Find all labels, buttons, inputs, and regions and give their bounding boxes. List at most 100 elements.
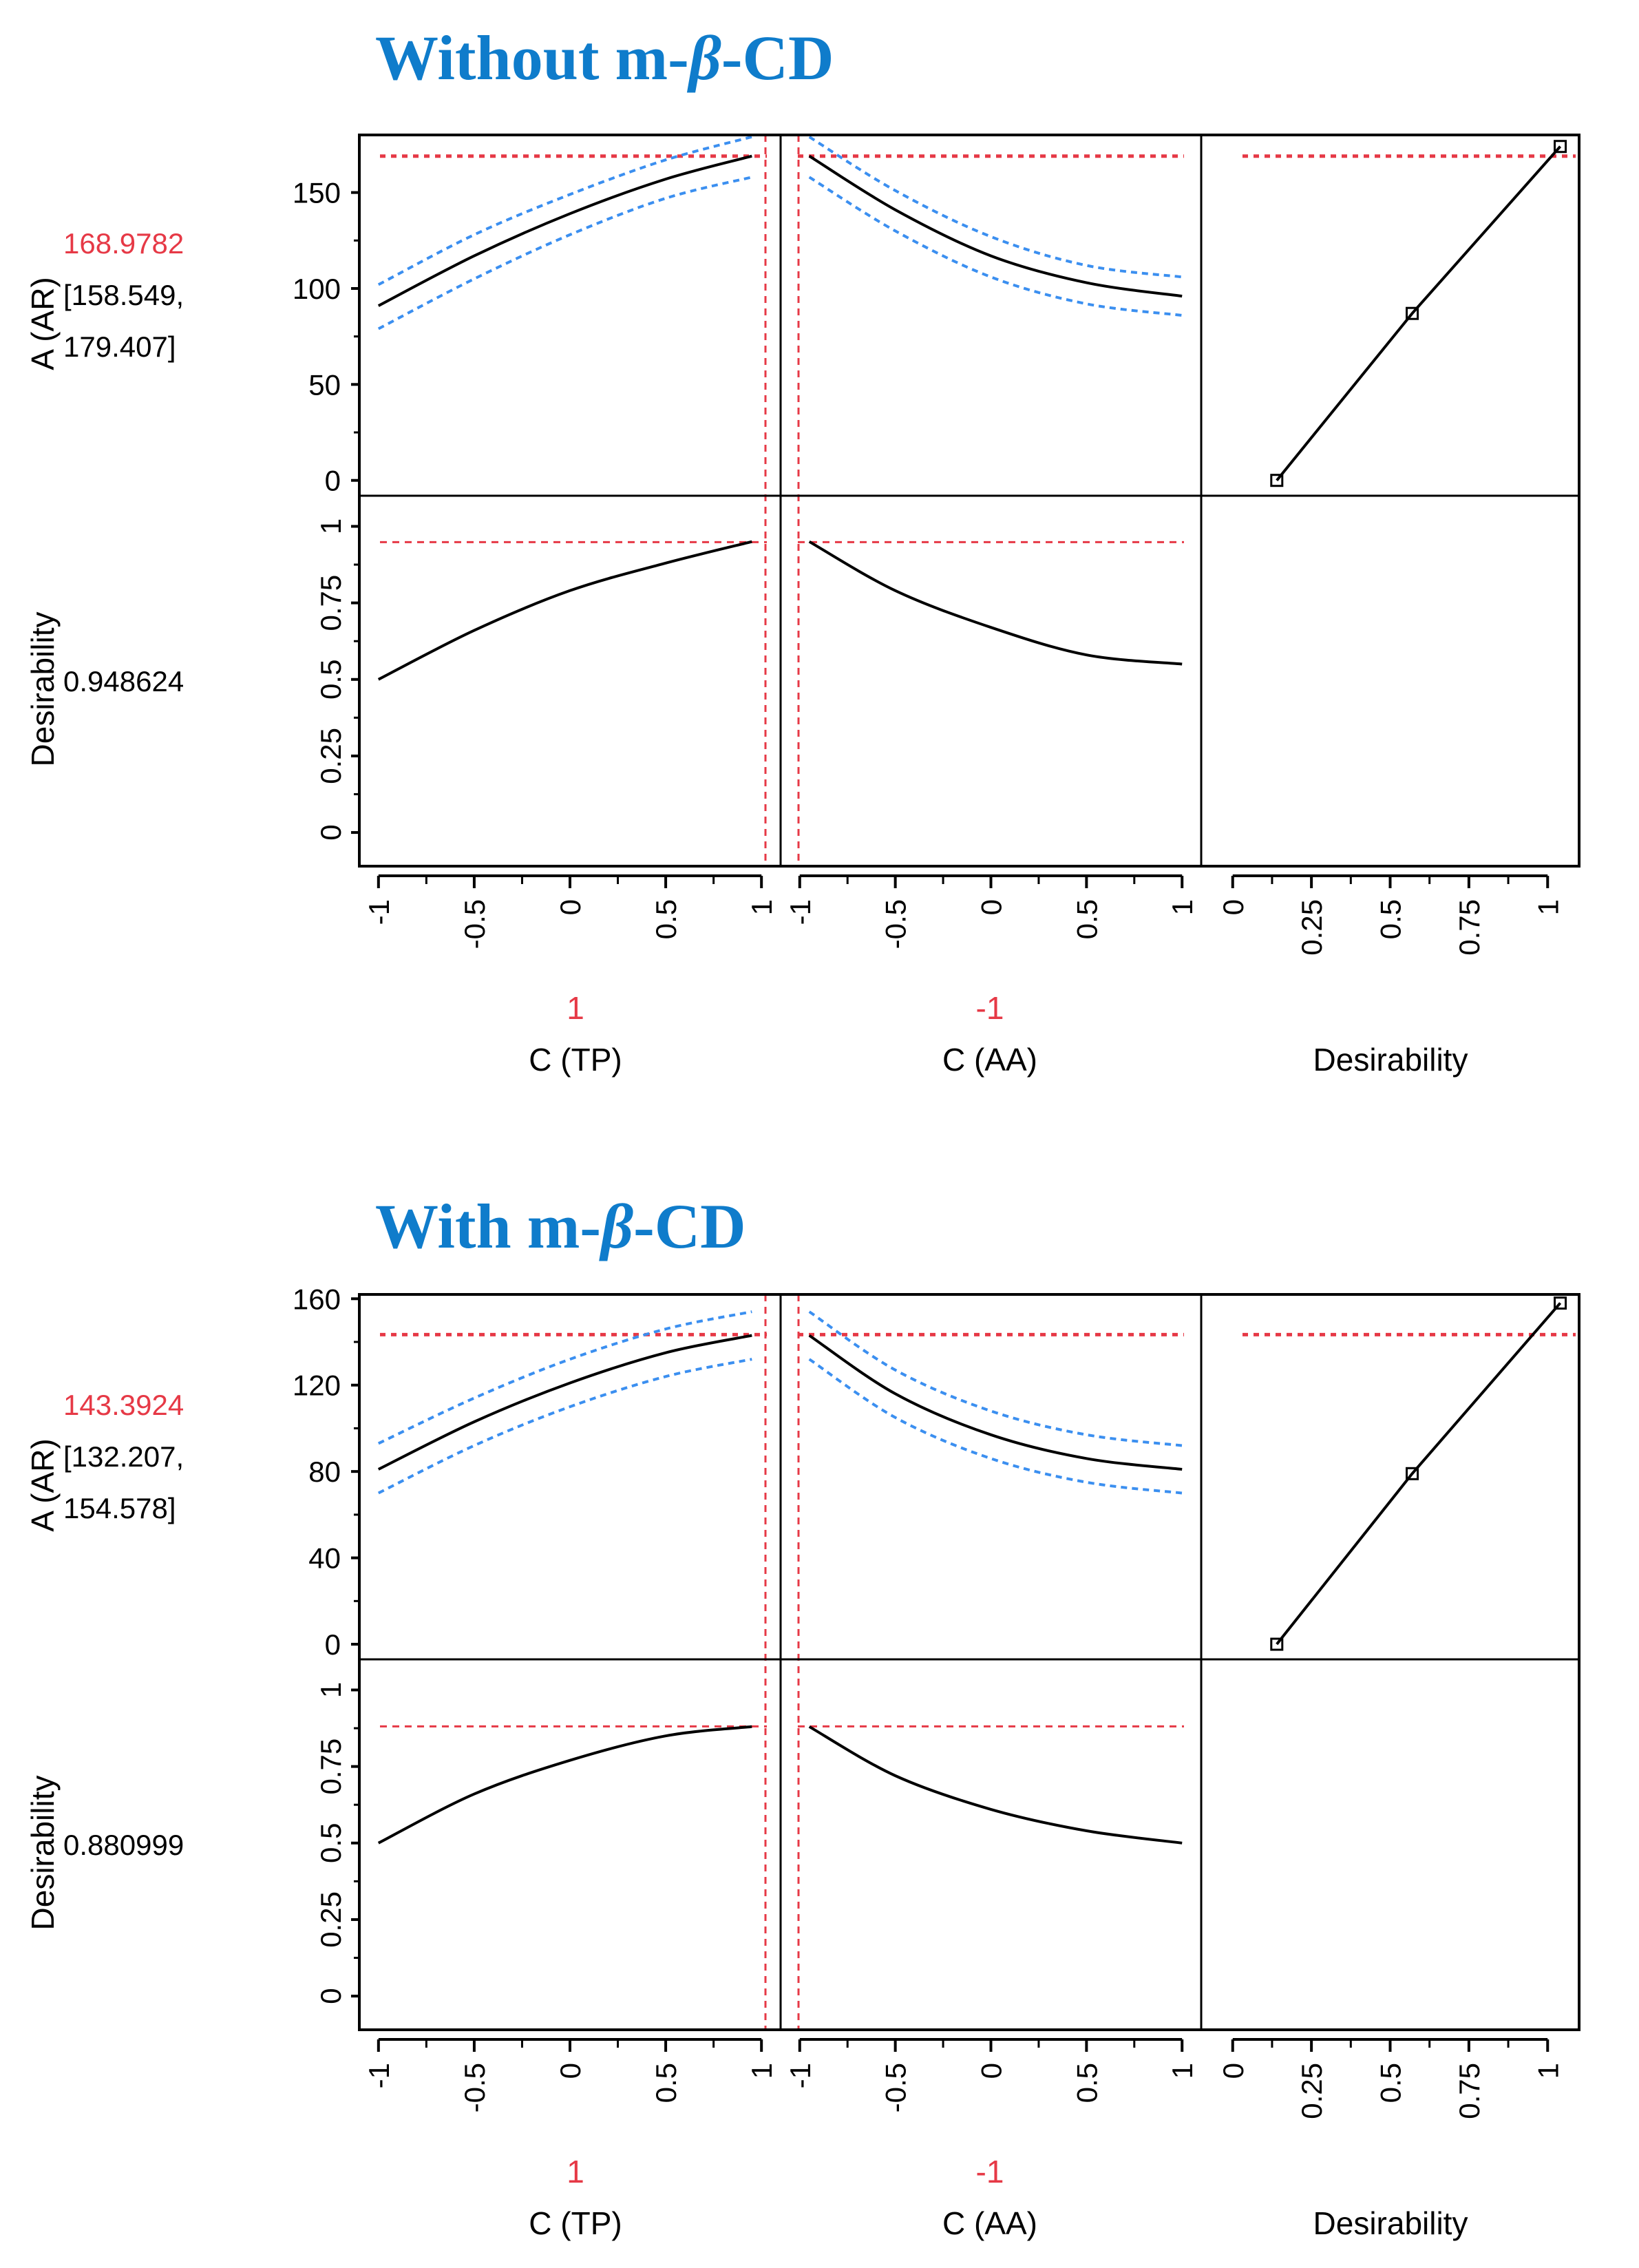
x-tick-label: -0.5 [458, 2063, 491, 2112]
y-tick-label: 0.5 [315, 1823, 347, 1863]
factor-current-value: -1 [976, 990, 1004, 1026]
x-tick-label: 0.5 [1070, 899, 1103, 939]
y-tick-label: 0.75 [315, 575, 347, 631]
response-current-value: 0.948624 [63, 665, 184, 697]
ci-upper-curve [377, 135, 752, 286]
x-tick-label: 0.5 [1375, 899, 1407, 939]
y-tick-label: 0 [325, 465, 341, 497]
ci-upper-curve [377, 1310, 752, 1445]
y-tick-label: 150 [293, 177, 341, 209]
x-tick-label: 1 [1532, 899, 1564, 915]
response-curve [1276, 145, 1562, 481]
response-curve [808, 155, 1183, 298]
ci-lower-curve [808, 176, 1183, 317]
x-tick-label: 0.25 [1296, 899, 1328, 956]
response-ci-upper: 154.578] [63, 1492, 176, 1524]
x-tick-label: 1 [1166, 2063, 1198, 2079]
ci-lower-curve [377, 176, 752, 330]
response-name: A (AR) [25, 1438, 61, 1531]
x-tick-label: 1 [1166, 899, 1198, 915]
response-name: Desirability [25, 1776, 61, 1931]
y-tick-label: 0.25 [315, 1891, 347, 1948]
x-tick-label: 0.5 [1070, 2063, 1103, 2103]
x-tick-label: 0 [975, 899, 1008, 915]
x-tick-label: 1 [746, 2063, 778, 2079]
y-tick-label: 1 [315, 1682, 347, 1698]
response-curve [377, 1725, 752, 1845]
response-curve [377, 540, 752, 681]
y-tick-label: 50 [308, 368, 341, 401]
y-tick-label: 100 [293, 273, 341, 305]
x-tick-label: 1 [746, 899, 778, 915]
desirability-marker [1554, 140, 1567, 154]
response-curve [377, 1334, 752, 1471]
x-tick-label: -0.5 [880, 899, 912, 949]
ci-upper-curve [808, 1310, 1183, 1447]
factor-name: Desirability [1313, 1042, 1468, 1078]
response-current-value: 168.9782 [63, 227, 184, 260]
profiler-section-1: With m-β-CD 0 40 80 120 160 A (AR)143.3924 [132… [25, 1191, 1580, 2241]
response-current-value: 0.880999 [63, 1829, 184, 1861]
x-tick-label: -1 [784, 899, 816, 925]
y-tick-label: 0.25 [315, 728, 347, 784]
response-ci-lower: [158.549, [63, 279, 184, 311]
x-tick-label: 0 [554, 899, 586, 915]
x-tick-label: 0.5 [650, 899, 682, 939]
y-tick-label: 120 [293, 1369, 341, 1402]
x-tick-label: 0 [1217, 899, 1249, 915]
response-name: Desirability [25, 612, 61, 767]
x-tick-label: 1 [1532, 2063, 1564, 2079]
factor-name: Desirability [1313, 2205, 1468, 2241]
x-tick-label: -1 [784, 2063, 816, 2088]
x-tick-label: 0 [1217, 2063, 1249, 2079]
x-tick-label: 0.75 [1453, 2063, 1485, 2119]
x-tick-label: 0.5 [1375, 2063, 1407, 2103]
response-curve [377, 154, 752, 307]
x-tick-label: -0.5 [458, 899, 491, 949]
factor-name: C (AA) [942, 1042, 1037, 1078]
desirability-marker [1270, 1637, 1284, 1651]
factor-current-value: 1 [567, 2154, 584, 2190]
response-ci-lower: [132.207, [63, 1440, 184, 1473]
ci-upper-curve [808, 136, 1183, 279]
section-title: Without m-β-CD [375, 23, 834, 93]
desirability-marker [1406, 306, 1419, 320]
plot-frame [358, 134, 1580, 868]
factor-name: C (TP) [529, 1042, 622, 1078]
x-tick-label: 0 [554, 2063, 586, 2079]
y-tick-label: 1 [315, 518, 347, 534]
y-tick-label: 80 [308, 1456, 341, 1488]
ci-lower-curve [808, 1358, 1183, 1495]
y-tick-label: 0 [315, 1988, 347, 2004]
x-tick-label: 0.75 [1453, 899, 1485, 956]
y-tick-label: 0.75 [315, 1739, 347, 1795]
factor-current-value: -1 [976, 2154, 1004, 2190]
response-curve [1276, 1302, 1562, 1646]
response-ci-upper: 179.407] [63, 330, 176, 363]
response-curve [808, 1334, 1183, 1471]
factor-current-value: 1 [567, 990, 584, 1026]
desirability-marker [1554, 1296, 1567, 1310]
section-title: With m-β-CD [375, 1191, 746, 1261]
y-tick-label: 160 [293, 1283, 341, 1315]
y-tick-label: 0 [325, 1628, 341, 1661]
response-name: A (AR) [25, 277, 61, 370]
response-curve [808, 1725, 1183, 1845]
factor-name: C (TP) [529, 2205, 622, 2241]
x-tick-label: -0.5 [880, 2063, 912, 2112]
plot-frame [358, 1293, 1580, 2031]
x-tick-label: -1 [363, 899, 395, 925]
y-tick-label: 40 [308, 1542, 341, 1575]
x-tick-label: -1 [363, 2063, 395, 2088]
response-current-value: 143.3924 [63, 1389, 184, 1421]
desirability-marker [1270, 474, 1284, 487]
factor-name: C (AA) [942, 2205, 1037, 2241]
x-tick-label: 0 [975, 2063, 1008, 2079]
y-tick-label: 0 [315, 824, 347, 840]
x-tick-label: 0.5 [650, 2063, 682, 2103]
desirability-marker [1406, 1467, 1419, 1480]
y-tick-label: 0.5 [315, 660, 347, 700]
response-curve [808, 540, 1183, 666]
